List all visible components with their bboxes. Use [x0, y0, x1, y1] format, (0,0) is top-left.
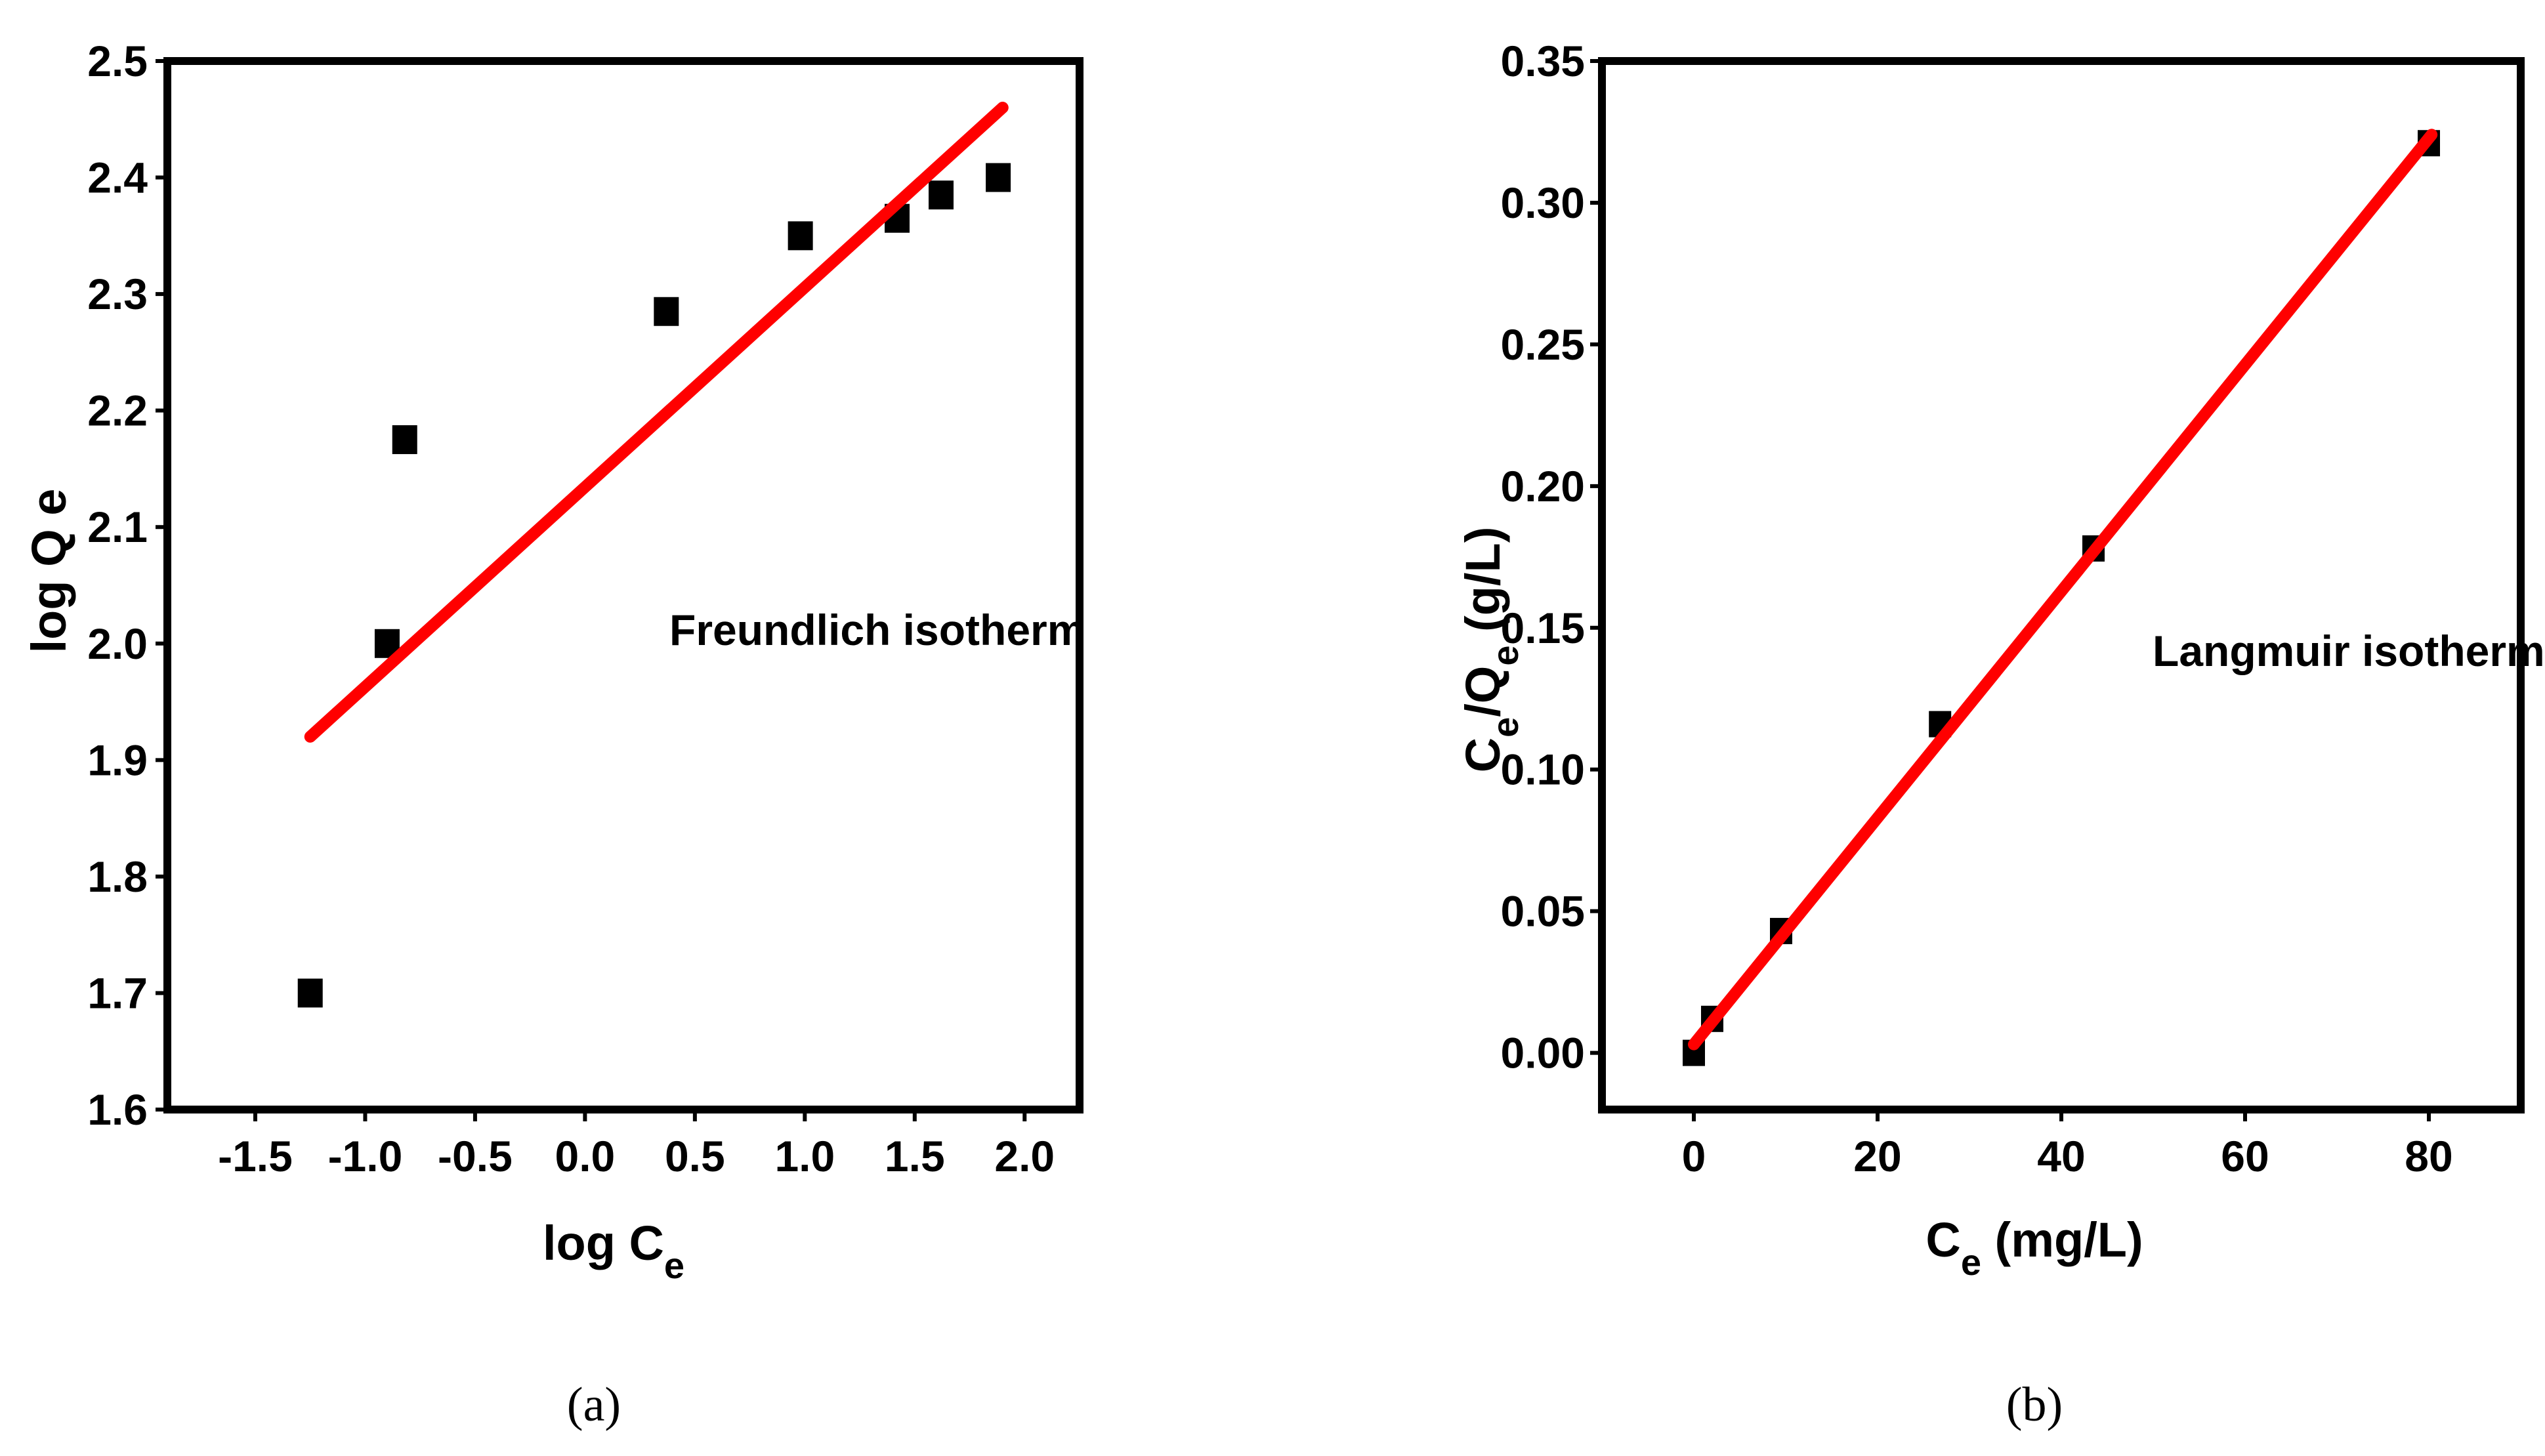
y-axis-label: log Q e — [22, 489, 76, 654]
x-tick-label: 20 — [1853, 1132, 1901, 1180]
data-point — [986, 163, 1011, 192]
x-tick-label: -1.0 — [328, 1132, 403, 1180]
y-tick-label: 0.25 — [1501, 320, 1585, 369]
y-tick-label: 0.20 — [1501, 462, 1585, 510]
x-tick-label: 1.5 — [885, 1132, 945, 1180]
data-point — [928, 180, 954, 210]
plot-frame — [163, 57, 1083, 1113]
panel-caption: (b) — [2006, 1378, 2063, 1432]
langmuir-plot: 0 20 40 60 80 0.000.050.100.150.200.250.300.… — [1456, 37, 2545, 1432]
y-tick-label: 0.00 — [1501, 1029, 1585, 1077]
y-axis-ticks: 1.6 1.7 1.8 1.9 2.0 2.1 2.2 2.3 2.4 2.5 — [87, 37, 167, 1134]
y-tick-label: 1.9 — [87, 736, 148, 784]
x-tick-label: 1.0 — [774, 1132, 835, 1180]
y-tick-label: 0.35 — [1501, 37, 1585, 85]
data-point — [392, 425, 417, 455]
y-tick-label: 0.30 — [1501, 178, 1585, 227]
x-tick-label: 0.0 — [555, 1132, 616, 1180]
x-tick-label: -1.5 — [218, 1132, 293, 1180]
y-tick-label: 2.2 — [87, 386, 148, 435]
y-tick-label: 2.0 — [87, 619, 148, 668]
y-tick-label: 2.5 — [87, 37, 148, 85]
data-point — [788, 221, 813, 251]
x-axis-ticks: 0 20 40 60 80 — [1682, 1110, 2453, 1180]
y-tick-label: 1.6 — [87, 1085, 148, 1134]
y-tick-label: 0.10 — [1501, 745, 1585, 794]
x-tick-label: 40 — [2037, 1132, 2085, 1180]
data-point — [297, 978, 323, 1008]
y-tick-label: 0.15 — [1501, 604, 1585, 652]
x-tick-label: -0.5 — [438, 1132, 513, 1180]
y-axis-label: Ce/Qe (g/L) — [1456, 527, 1526, 773]
annotation-label: Langmuir isotherm — [2153, 627, 2545, 675]
x-tick-label: 60 — [2221, 1132, 2269, 1180]
panel-caption: (a) — [567, 1378, 621, 1432]
y-axis-ticks: 0.00 0.05 0.10 0.15 0.20 0.25 0.30 0.35 — [1501, 37, 1602, 1077]
fit-line — [304, 102, 1009, 743]
y-tick-label: 2.3 — [87, 270, 148, 318]
x-tick-label: 0.5 — [665, 1132, 725, 1180]
x-tick-label: 2.0 — [994, 1132, 1055, 1180]
y-tick-label: 0.05 — [1501, 887, 1585, 936]
y-tick-label: 2.4 — [87, 154, 148, 202]
x-tick-label: 80 — [2405, 1132, 2452, 1180]
y-tick-label: 1.7 — [87, 968, 148, 1017]
freundlich-plot: -1.5 -1.0 -0.5 0.0 0.5 1.0 1.5 2.0 1.6 1.7 1.8 1.9… — [22, 37, 1085, 1432]
x-axis-ticks: -1.5 -1.0 -0.5 0.0 0.5 1.0 1.5 2.0 — [218, 1110, 1055, 1180]
annotation-label: Freundlich isotherm — [669, 606, 1085, 654]
data-points — [297, 163, 1011, 1008]
fit-line — [1688, 129, 2438, 1050]
x-axis-label: log Ce — [543, 1216, 684, 1286]
x-axis-label: Ce (mg/L) — [1925, 1213, 2143, 1283]
data-point — [654, 297, 679, 326]
y-tick-label: 2.1 — [87, 503, 148, 551]
x-tick-label: 0 — [1682, 1132, 1706, 1180]
y-tick-label: 1.8 — [87, 852, 148, 901]
